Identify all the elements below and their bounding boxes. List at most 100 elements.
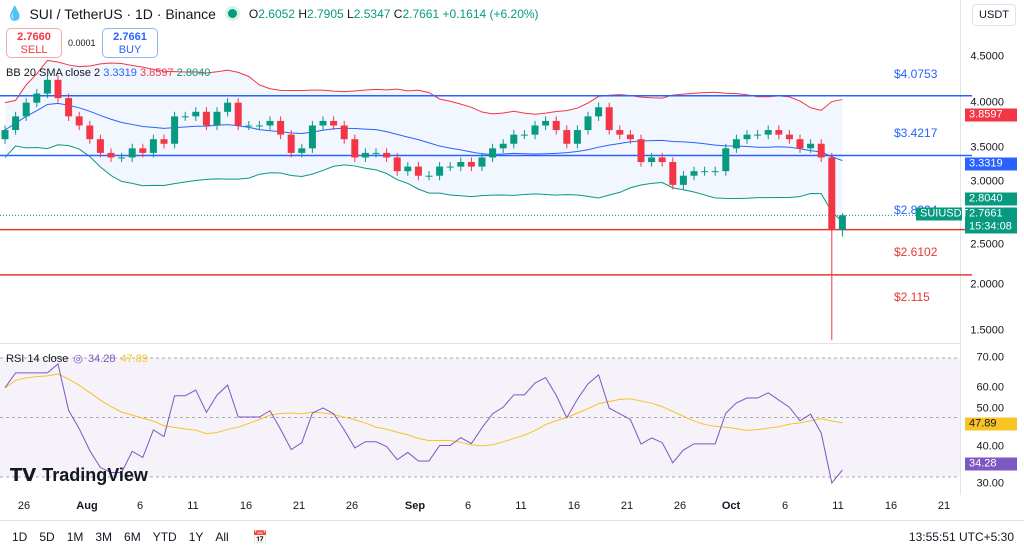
- candle: [785, 134, 793, 140]
- candle: [149, 139, 157, 153]
- time-axis-label: 26: [673, 500, 687, 512]
- rsi-ma-line: [4, 373, 843, 447]
- time-axis-label: 11: [187, 500, 199, 512]
- candle: [160, 139, 168, 144]
- candle: [393, 157, 401, 172]
- candle: [340, 125, 348, 140]
- range-button-1m[interactable]: 1M: [66, 530, 84, 544]
- candle: [637, 139, 645, 163]
- candle: [552, 120, 560, 131]
- price-axis-label: 2.5000: [970, 238, 1004, 251]
- symbol-header: 💧 SUI / TetherUS · 1D · Binance O2.6052 …: [6, 5, 539, 22]
- candle: [404, 166, 412, 172]
- candle: [817, 143, 825, 158]
- candle: [701, 171, 709, 173]
- time-axis-label: 16: [884, 500, 898, 512]
- candle: [775, 130, 783, 135]
- bb-basis-tag: 3.3319: [965, 157, 1017, 171]
- clock[interactable]: 13:55:51 UTC+5:30: [908, 530, 1014, 544]
- candle: [648, 157, 656, 163]
- candle: [457, 162, 465, 167]
- range-button-5d[interactable]: 5D: [39, 530, 55, 544]
- time-axis-label: 11: [515, 500, 527, 512]
- bb-legend[interactable]: BB 20 SMA close 2 3.3319 3.8597 2.8040: [6, 67, 211, 79]
- candle: [626, 134, 634, 140]
- candle: [86, 125, 94, 140]
- range-button-1y[interactable]: 1Y: [188, 530, 204, 544]
- candle: [711, 171, 719, 173]
- price-axis-label: 3.5000: [970, 141, 1004, 154]
- candle: [478, 157, 486, 167]
- ohlc-values: O2.6052 H2.7905 L2.5347 C2.7661 +0.1614 …: [248, 6, 539, 21]
- rsi-axis-label: 40.00: [976, 440, 1004, 453]
- price-axis-label: 2.0000: [970, 278, 1004, 291]
- time-axis-label: 21: [292, 500, 306, 512]
- range-button-1d[interactable]: 1D: [12, 530, 28, 544]
- level-label[interactable]: $3.4217: [894, 126, 938, 141]
- rsi-ma-tag: 47.89: [965, 417, 1017, 431]
- time-axis-label: 6: [136, 500, 144, 512]
- candle: [584, 116, 592, 131]
- rsi-legend[interactable]: RSI 14 close ◎ 34.28 47.89: [6, 352, 149, 366]
- rsi-axis-label: 60.00: [976, 381, 1004, 394]
- candle: [425, 175, 433, 177]
- currency-selector[interactable]: USDT: [972, 4, 1016, 26]
- price-axis-label: 4.0000: [970, 96, 1004, 109]
- price-axis-label: 3.0000: [970, 175, 1004, 188]
- candle: [12, 116, 20, 131]
- rsi-settings-icon[interactable]: ◎: [73, 353, 83, 365]
- candle: [361, 152, 369, 158]
- time-axis-label: Oct: [721, 500, 741, 512]
- range-button-6m[interactable]: 6M: [124, 530, 141, 544]
- candle: [319, 120, 327, 126]
- time-axis-label: 6: [781, 500, 789, 512]
- level-label[interactable]: $2.6102: [894, 244, 938, 259]
- candle: [838, 215, 846, 231]
- rsi-value-tag: 34.28: [965, 457, 1017, 471]
- candle: [658, 157, 666, 163]
- candle: [287, 134, 295, 153]
- candle: [234, 102, 242, 126]
- candle: [732, 139, 740, 149]
- buy-button[interactable]: 2.7661 BUY: [102, 28, 158, 58]
- calendar-icon[interactable]: 📅: [252, 530, 268, 544]
- bottom-toolbar: 1D 5D 1M 3M 6M YTD 1Y All 📅 13:55:51 UTC+5:30: [0, 520, 1024, 553]
- candle: [383, 152, 391, 158]
- sui-logo-icon: 💧: [6, 5, 24, 21]
- candle: [722, 148, 730, 172]
- range-button-ytd[interactable]: YTD: [152, 530, 177, 544]
- candle: [669, 162, 677, 185]
- level-label[interactable]: $2.115: [894, 289, 930, 304]
- rsi-line: [4, 363, 843, 485]
- bb-basis-line: [4, 102, 843, 162]
- rsi-axis-label: 70.00: [976, 351, 1004, 364]
- bb-upper-tag: 3.8597: [965, 108, 1017, 122]
- candle: [245, 125, 253, 127]
- candle: [128, 148, 136, 158]
- candle: [224, 102, 232, 112]
- sell-button[interactable]: 2.7660 SELL: [6, 28, 62, 58]
- symbol-tag: SUIUSDT: [916, 207, 968, 221]
- time-axis-label: 26: [17, 500, 31, 512]
- candle: [330, 120, 338, 126]
- level-label[interactable]: $4.0753: [894, 66, 938, 81]
- range-button-all[interactable]: All: [215, 530, 229, 544]
- candle: [605, 107, 613, 131]
- candle: [828, 157, 836, 231]
- candle: [796, 139, 804, 149]
- chart-canvas[interactable]: [0, 0, 1024, 520]
- candle: [414, 166, 422, 176]
- candle: [139, 148, 147, 153]
- price-axis-border: [960, 0, 961, 495]
- candle: [573, 130, 581, 144]
- candle: [520, 134, 528, 136]
- candle: [1, 130, 9, 140]
- range-button-3m[interactable]: 3M: [95, 530, 113, 544]
- time-axis-label: Sep: [404, 500, 426, 512]
- symbol-title[interactable]: SUI / TetherUS · 1D · Binance: [29, 5, 216, 22]
- candle: [436, 166, 444, 176]
- candle: [54, 79, 62, 99]
- candle: [22, 102, 30, 117]
- candle: [65, 98, 73, 117]
- candle: [118, 157, 126, 159]
